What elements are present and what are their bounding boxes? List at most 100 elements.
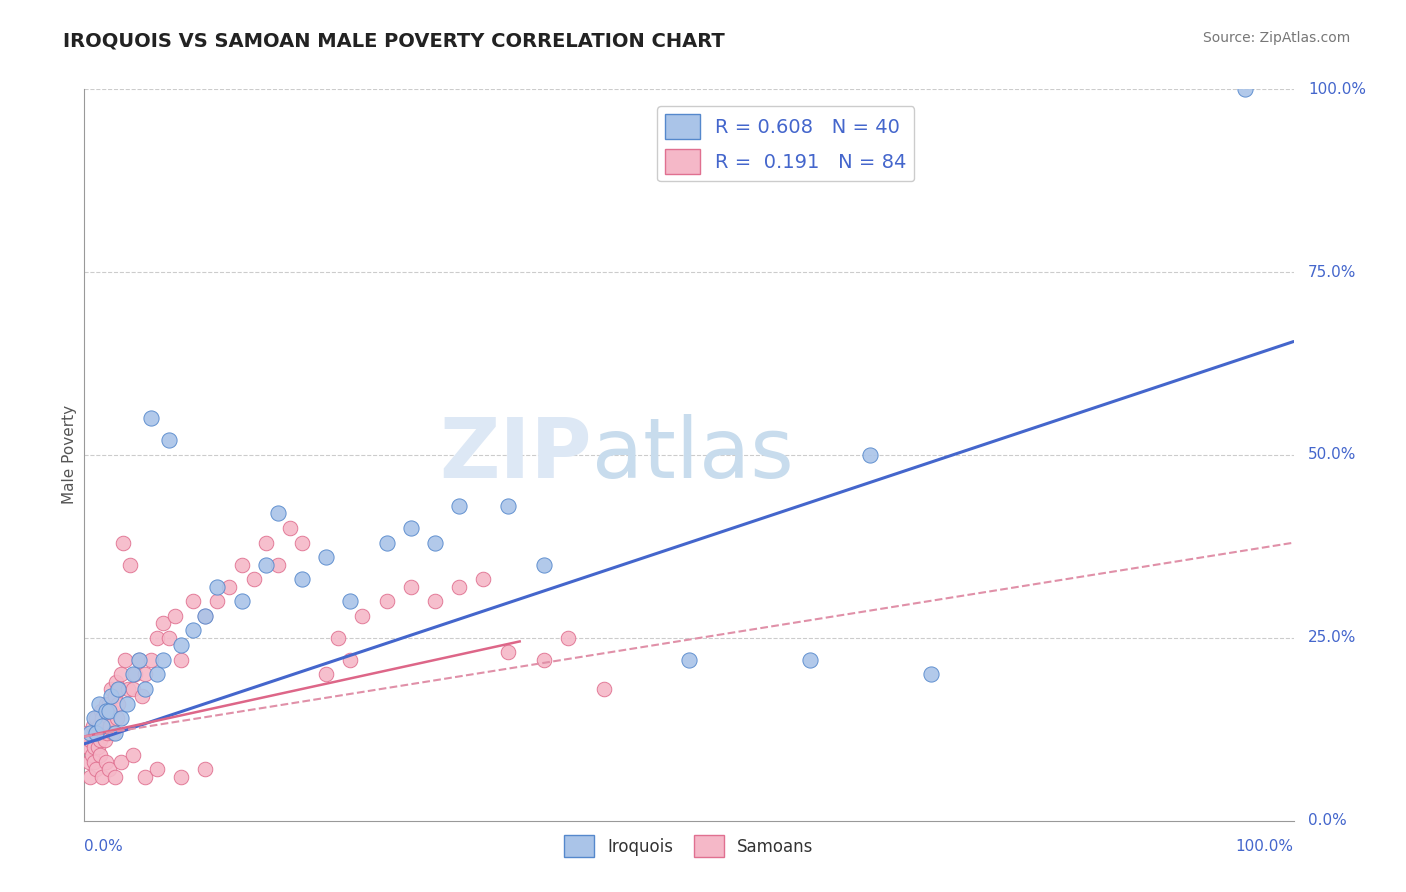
Point (128, 653, 150, 667)
Point (83, 740, 105, 755)
Point (231, 558, 253, 572)
Point (79, 733, 101, 747)
Text: atlas: atlas (592, 415, 794, 495)
Point (267, 558, 290, 572)
Point (104, 770, 127, 784)
Point (134, 667, 156, 681)
Point (89, 733, 111, 747)
Point (79, 770, 101, 784)
Point (242, 572, 264, 586)
Point (79, 726, 101, 740)
Point (121, 747, 143, 762)
Point (254, 558, 277, 572)
Point (86, 711, 108, 725)
Point (101, 704, 124, 718)
Point (100, 690, 122, 704)
Point (91, 726, 114, 740)
Point (557, 631, 579, 645)
Point (134, 770, 156, 784)
Point (207, 594, 229, 608)
Point (128, 653, 150, 667)
Point (859, 448, 882, 462)
Text: ZIP: ZIP (440, 415, 592, 495)
Point (170, 770, 193, 784)
Point (98, 718, 121, 732)
Text: 50.0%: 50.0% (1308, 448, 1357, 462)
Point (77, 755, 100, 769)
Text: 100.0%: 100.0% (1308, 82, 1367, 96)
Point (218, 580, 240, 594)
Point (91, 770, 114, 784)
Point (86, 763, 108, 777)
Point (799, 653, 821, 667)
Point (86, 726, 108, 740)
Point (920, 667, 942, 681)
Point (91, 718, 114, 732)
Point (339, 653, 361, 667)
Point (97, 763, 120, 777)
Point (114, 653, 136, 667)
Point (131, 690, 153, 704)
Point (593, 681, 616, 696)
Point (157, 434, 180, 448)
Point (83, 711, 105, 725)
Point (103, 726, 125, 740)
Point (496, 645, 519, 659)
Point (100, 681, 122, 696)
Point (267, 507, 290, 521)
Point (533, 653, 555, 667)
Point (110, 667, 132, 681)
Point (375, 594, 398, 608)
Point (315, 667, 337, 681)
Point (86, 726, 108, 740)
Point (194, 608, 217, 623)
Point (120, 558, 142, 572)
Point (97, 704, 120, 718)
Point (472, 572, 495, 586)
Point (181, 624, 204, 638)
Point (449, 499, 471, 513)
Text: 100.0%: 100.0% (1236, 838, 1294, 854)
Point (134, 681, 156, 696)
Point (124, 667, 146, 681)
Point (87, 697, 110, 711)
Point (423, 535, 446, 549)
Point (146, 763, 169, 777)
Point (115, 697, 138, 711)
Point (157, 631, 180, 645)
Point (94, 697, 117, 711)
Point (107, 681, 129, 696)
Text: 0.0%: 0.0% (84, 838, 124, 854)
Point (121, 667, 143, 681)
Point (139, 653, 162, 667)
Point (207, 580, 229, 594)
Point (94, 755, 117, 769)
Point (110, 755, 132, 769)
Text: 0.0%: 0.0% (1308, 814, 1347, 828)
Point (94, 704, 117, 718)
Point (96, 726, 118, 740)
Point (231, 594, 253, 608)
Point (375, 535, 398, 549)
Point (291, 535, 314, 549)
Point (146, 667, 169, 681)
Point (152, 616, 174, 631)
Point (181, 594, 204, 608)
Point (89, 747, 111, 762)
Point (110, 711, 132, 725)
Point (107, 697, 129, 711)
Point (328, 631, 350, 645)
Point (1234, 82, 1257, 96)
Point (97, 697, 120, 711)
Point (104, 674, 127, 689)
Point (170, 653, 193, 667)
Point (104, 726, 127, 740)
Point (352, 608, 374, 623)
Point (86, 740, 108, 755)
Point (84, 726, 107, 740)
Point (105, 711, 128, 725)
Text: Source: ZipAtlas.com: Source: ZipAtlas.com (1202, 31, 1350, 45)
Point (112, 535, 135, 549)
Point (83, 755, 105, 769)
Point (152, 653, 174, 667)
